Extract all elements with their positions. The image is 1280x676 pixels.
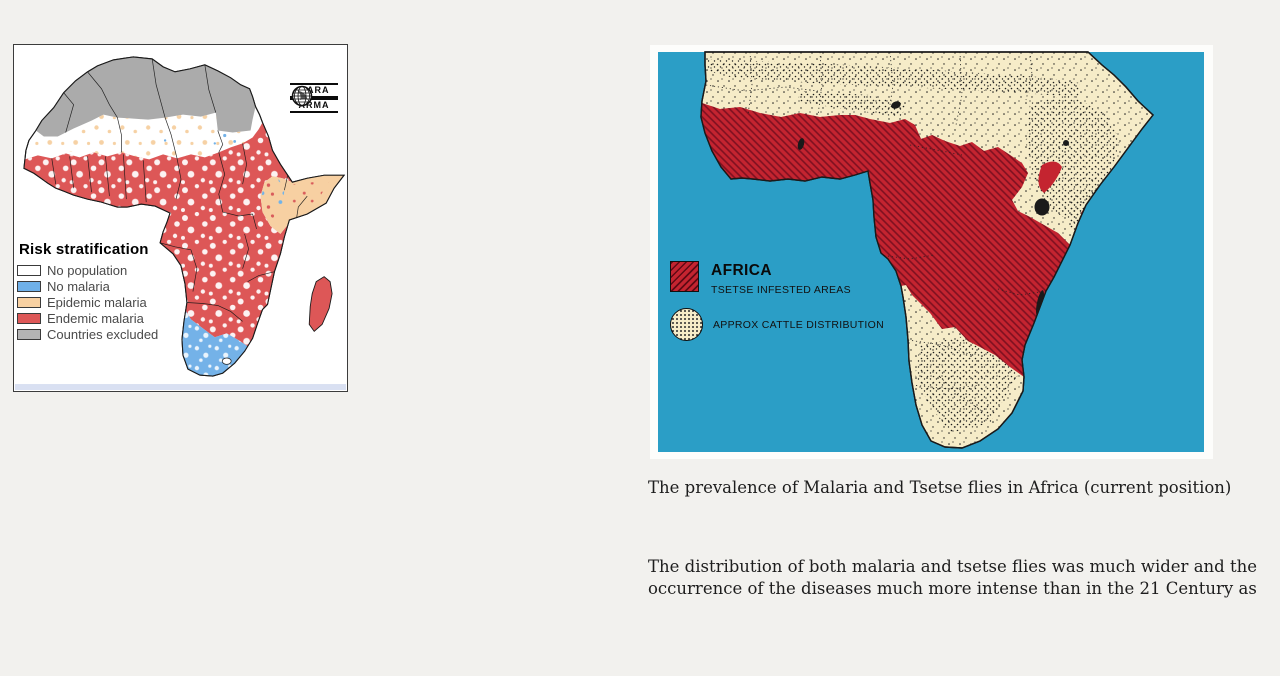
malaria-map-figure: MARA ARMA Risk stratification No populat… [13,44,348,392]
endemic-white-speckles [23,122,293,347]
legend-item-no-malaria: No malaria [17,278,158,294]
tsetse-map-figure: AFRICA TSETSE INFESTED AREAS APPROX CATT… [650,45,1213,459]
malaria-map-svg [14,56,347,391]
legend-swatch-no-malaria [17,280,41,292]
africa-coastline [23,56,346,377]
legend-label: Epidemic malaria [47,294,147,310]
arma-logo-text: ARMA [290,98,338,113]
malaria-legend: Risk stratification No population No mal… [17,241,158,342]
tsetse-map-svg [658,51,1204,452]
tsetse-legend: AFRICA TSETSE INFESTED AREAS APPROX CATT… [670,261,884,341]
body-text: The distribution of both malaria and tse… [648,557,1257,598]
legend-item-countries-excluded: Countries excluded [17,326,158,342]
africa-coastline [700,51,1154,449]
no-malaria-specks [163,133,237,145]
legend-item-cattle: APPROX CATTLE DISTRIBUTION [670,308,884,341]
legend-swatch-endemic-malaria [17,312,41,324]
excluded-countries-region [35,56,256,137]
legend-label: Endemic malaria [47,310,144,326]
horn-mixed-speckles [261,178,285,220]
figure-caption: The prevalence of Malaria and Tsetse fli… [648,478,1232,497]
legend-item-no-population: No population [17,262,158,278]
tsetse-hatch-overlay [701,103,1070,377]
legend-text-block: AFRICA TSETSE INFESTED AREAS [711,261,851,296]
tsetse-legend-title: AFRICA [711,262,772,279]
legend-item-endemic-malaria: Endemic malaria [17,310,158,326]
legend-swatch-cattle-dotted-circle [670,308,703,341]
globe-icon [291,85,313,107]
mara-logo-text: MARA [290,83,338,98]
legend-item-tsetse: AFRICA TSETSE INFESTED AREAS [670,261,884,296]
madagascar [308,276,333,333]
legend-item-epidemic-malaria: Epidemic malaria [17,294,158,310]
legend-label: Countries excluded [47,326,159,342]
map-footer-strip [14,384,347,391]
mara-arma-logo: MARA ARMA [290,83,338,113]
malaria-legend-title: Risk stratification [19,241,149,258]
no-malaria-white-speckles [181,302,248,377]
legend-label: No malaria [47,278,110,294]
lakes [797,101,1069,316]
country-borders [51,58,308,322]
legend-swatch-countries-excluded [17,328,41,340]
legend-swatch-epidemic-malaria [17,296,41,308]
cattle-distribution-label: APPROX CATTLE DISTRIBUTION [713,318,884,331]
lesotho-enclave [221,357,232,365]
legend-label: No population [47,262,128,278]
legend-swatch-no-population [17,264,41,276]
tsetse-areas-label: TSETSE INFESTED AREAS [711,284,851,296]
legend-swatch-tsetse-hatched [670,261,699,292]
horn-red-speckles [285,180,331,215]
dotted-country-borders [705,52,1047,412]
